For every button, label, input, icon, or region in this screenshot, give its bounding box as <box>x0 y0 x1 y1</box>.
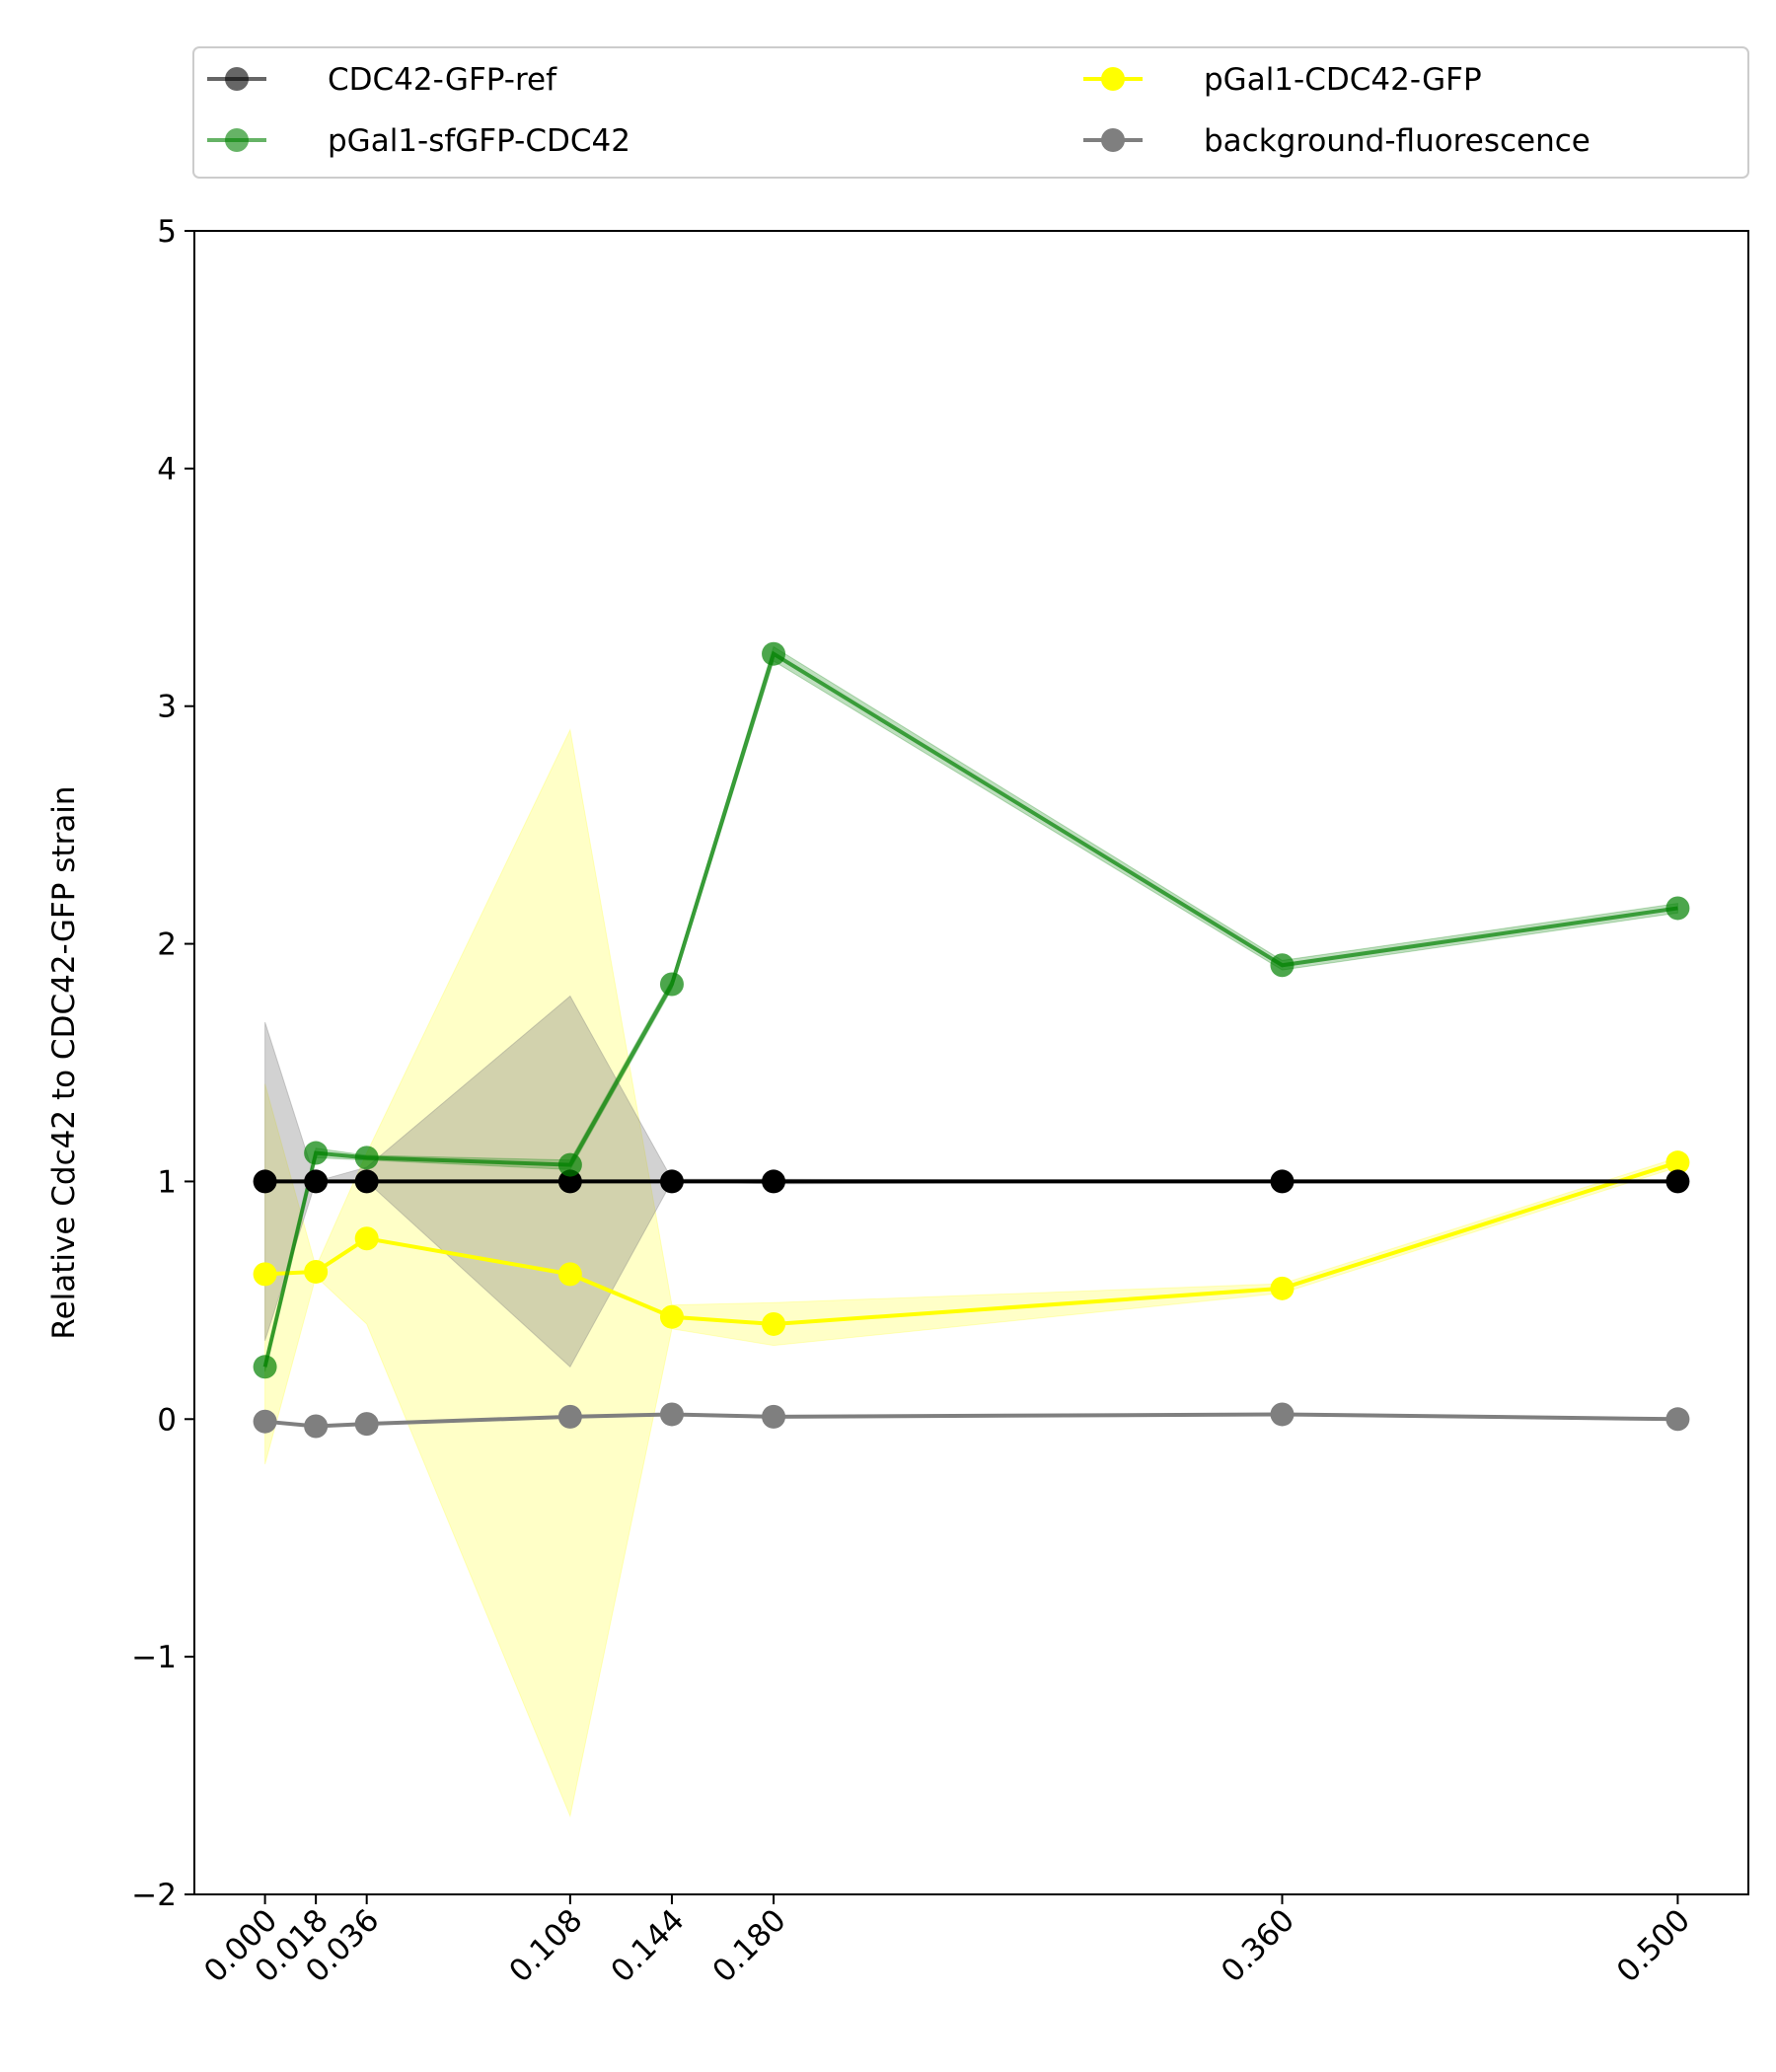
legend-label-pgal1-cdc42-gfp: pGal1-CDC42-GFP <box>1204 62 1482 98</box>
legend-marker-background-fluorescence <box>1101 128 1125 152</box>
point-background-fluorescence-1 <box>304 1414 329 1439</box>
point-pgal1-cdc42-gfp-3 <box>557 1262 582 1287</box>
point-pgal1-cdc42-gfp-1 <box>304 1259 329 1284</box>
point-pgal1-cdc42-gfp-5 <box>762 1311 786 1336</box>
plot-frame <box>193 230 1749 1895</box>
legend-item-background-fluorescence: background-fluorescence <box>1083 123 1591 159</box>
legend-item-pgal1-sfgfp-cdc42: pGal1-sfGFP-CDC42 <box>207 123 630 159</box>
legend-label-background-fluorescence: background-fluorescence <box>1204 123 1591 159</box>
point-background-fluorescence-5 <box>762 1404 786 1429</box>
legend-marker-cdc42-gfp-ref <box>225 67 249 91</box>
point-background-fluorescence-0 <box>253 1409 277 1434</box>
y-axis-label: Relative Cdc42 to CDC42-GFP strain <box>46 785 82 1339</box>
point-cdc42-gfp-ref-2 <box>354 1169 379 1194</box>
y-tick-label: 0 <box>157 1402 177 1438</box>
point-pgal1-cdc42-gfp-0 <box>253 1262 277 1287</box>
point-cdc42-gfp-ref-5 <box>762 1169 786 1194</box>
point-pgal1-cdc42-gfp-7 <box>1665 1150 1690 1175</box>
point-background-fluorescence-7 <box>1665 1407 1690 1432</box>
point-cdc42-gfp-ref-1 <box>304 1169 329 1194</box>
point-pgal1-sfgfp-cdc42-6 <box>1270 953 1295 978</box>
point-pgal1-cdc42-gfp-4 <box>659 1304 684 1329</box>
point-background-fluorescence-4 <box>659 1402 684 1427</box>
point-pgal1-sfgfp-cdc42-5 <box>762 641 786 666</box>
point-background-fluorescence-6 <box>1270 1402 1295 1427</box>
legend-marker-pgal1-sfgfp-cdc42 <box>225 128 249 152</box>
point-cdc42-gfp-ref-3 <box>557 1169 582 1194</box>
point-cdc42-gfp-ref-7 <box>1665 1169 1690 1194</box>
point-pgal1-cdc42-gfp-2 <box>354 1226 379 1251</box>
legend-item-pgal1-cdc42-gfp: pGal1-CDC42-GFP <box>1083 62 1482 98</box>
point-pgal1-sfgfp-cdc42-0 <box>253 1355 277 1379</box>
y-tick-label: −1 <box>131 1640 177 1675</box>
point-pgal1-cdc42-gfp-6 <box>1270 1276 1295 1300</box>
y-tick-label: 2 <box>157 927 177 963</box>
point-pgal1-sfgfp-cdc42-1 <box>304 1141 329 1165</box>
point-cdc42-gfp-ref-4 <box>659 1169 684 1194</box>
legend: CDC42-GFP-ref pGal1-sfGFP-CDC42 pGal1-CDC4… <box>192 46 1749 179</box>
y-tick-label: 3 <box>157 690 177 725</box>
y-axis: −2 −1 0 1 2 3 4 5 <box>131 214 194 1913</box>
point-pgal1-sfgfp-cdc42-3 <box>557 1152 582 1177</box>
legend-label-pgal1-sfgfp-cdc42: pGal1-sfGFP-CDC42 <box>328 123 630 159</box>
series-markers <box>253 641 1690 1439</box>
legend-frame <box>192 46 1749 179</box>
point-background-fluorescence-2 <box>354 1412 379 1437</box>
legend-marker-pgal1-cdc42-gfp <box>1101 67 1125 91</box>
point-pgal1-sfgfp-cdc42-4 <box>659 972 684 997</box>
y-tick-label: 1 <box>157 1164 177 1200</box>
y-tick-label: 5 <box>157 214 177 250</box>
legend-item-cdc42-gfp-ref: CDC42-GFP-ref <box>207 62 557 98</box>
point-cdc42-gfp-ref-6 <box>1270 1169 1295 1194</box>
y-tick-label: −2 <box>131 1878 177 1913</box>
y-tick-label: 4 <box>157 452 177 487</box>
point-pgal1-sfgfp-cdc42-2 <box>354 1146 379 1170</box>
point-background-fluorescence-3 <box>557 1404 582 1429</box>
point-pgal1-sfgfp-cdc42-7 <box>1665 896 1690 921</box>
legend-label-cdc42-gfp-ref: CDC42-GFP-ref <box>328 62 557 98</box>
point-cdc42-gfp-ref-0 <box>253 1169 277 1194</box>
